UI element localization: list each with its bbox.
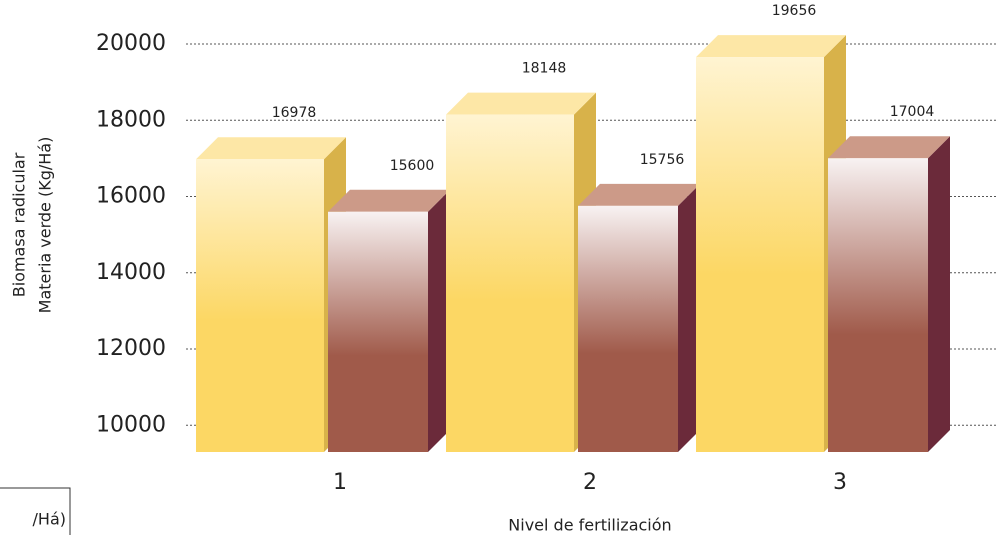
bar-side <box>428 189 450 452</box>
bar-top <box>828 136 950 159</box>
bar-top <box>578 183 700 206</box>
legend-text: /Há) <box>33 510 66 529</box>
y-tick-label: 16000 <box>96 184 166 209</box>
y-axis-label: Biomasa radicular <box>10 152 29 297</box>
value-label: 15600 <box>390 158 435 174</box>
value-label: 15756 <box>640 152 685 168</box>
bar-front <box>578 205 678 452</box>
value-label: 19656 <box>772 3 817 19</box>
y-tick-label: 20000 <box>96 31 166 56</box>
bar-front <box>196 159 324 453</box>
y-axis-label: Materia verde (Kg/Há) <box>36 137 55 314</box>
bar-front <box>446 114 574 452</box>
bar <box>828 136 950 453</box>
bar-front <box>328 211 428 452</box>
bar <box>696 35 846 453</box>
bar-side <box>928 136 950 453</box>
bar-top <box>696 35 846 58</box>
bar-side <box>678 183 700 453</box>
bar <box>196 137 346 453</box>
y-tick-label: 10000 <box>96 412 166 437</box>
bar <box>578 183 700 453</box>
value-label: 16978 <box>272 105 317 121</box>
bar-front <box>696 57 824 453</box>
x-axis-label: Nivel de fertilización <box>508 516 671 535</box>
x-tick-label: 3 <box>833 470 847 495</box>
bar-top <box>196 137 346 160</box>
value-label: 18148 <box>522 61 567 77</box>
bar-front <box>828 158 928 453</box>
bar <box>328 189 450 452</box>
bar-top <box>446 92 596 115</box>
x-tick-label: 2 <box>583 470 597 495</box>
x-tick-label: 1 <box>333 470 347 495</box>
bar <box>446 92 596 452</box>
y-tick-label: 12000 <box>96 336 166 361</box>
legend-box <box>0 487 71 535</box>
value-label: 17004 <box>890 104 935 120</box>
bar-top <box>328 189 450 212</box>
y-tick-label: 14000 <box>96 260 166 285</box>
y-tick-label: 18000 <box>96 107 166 132</box>
